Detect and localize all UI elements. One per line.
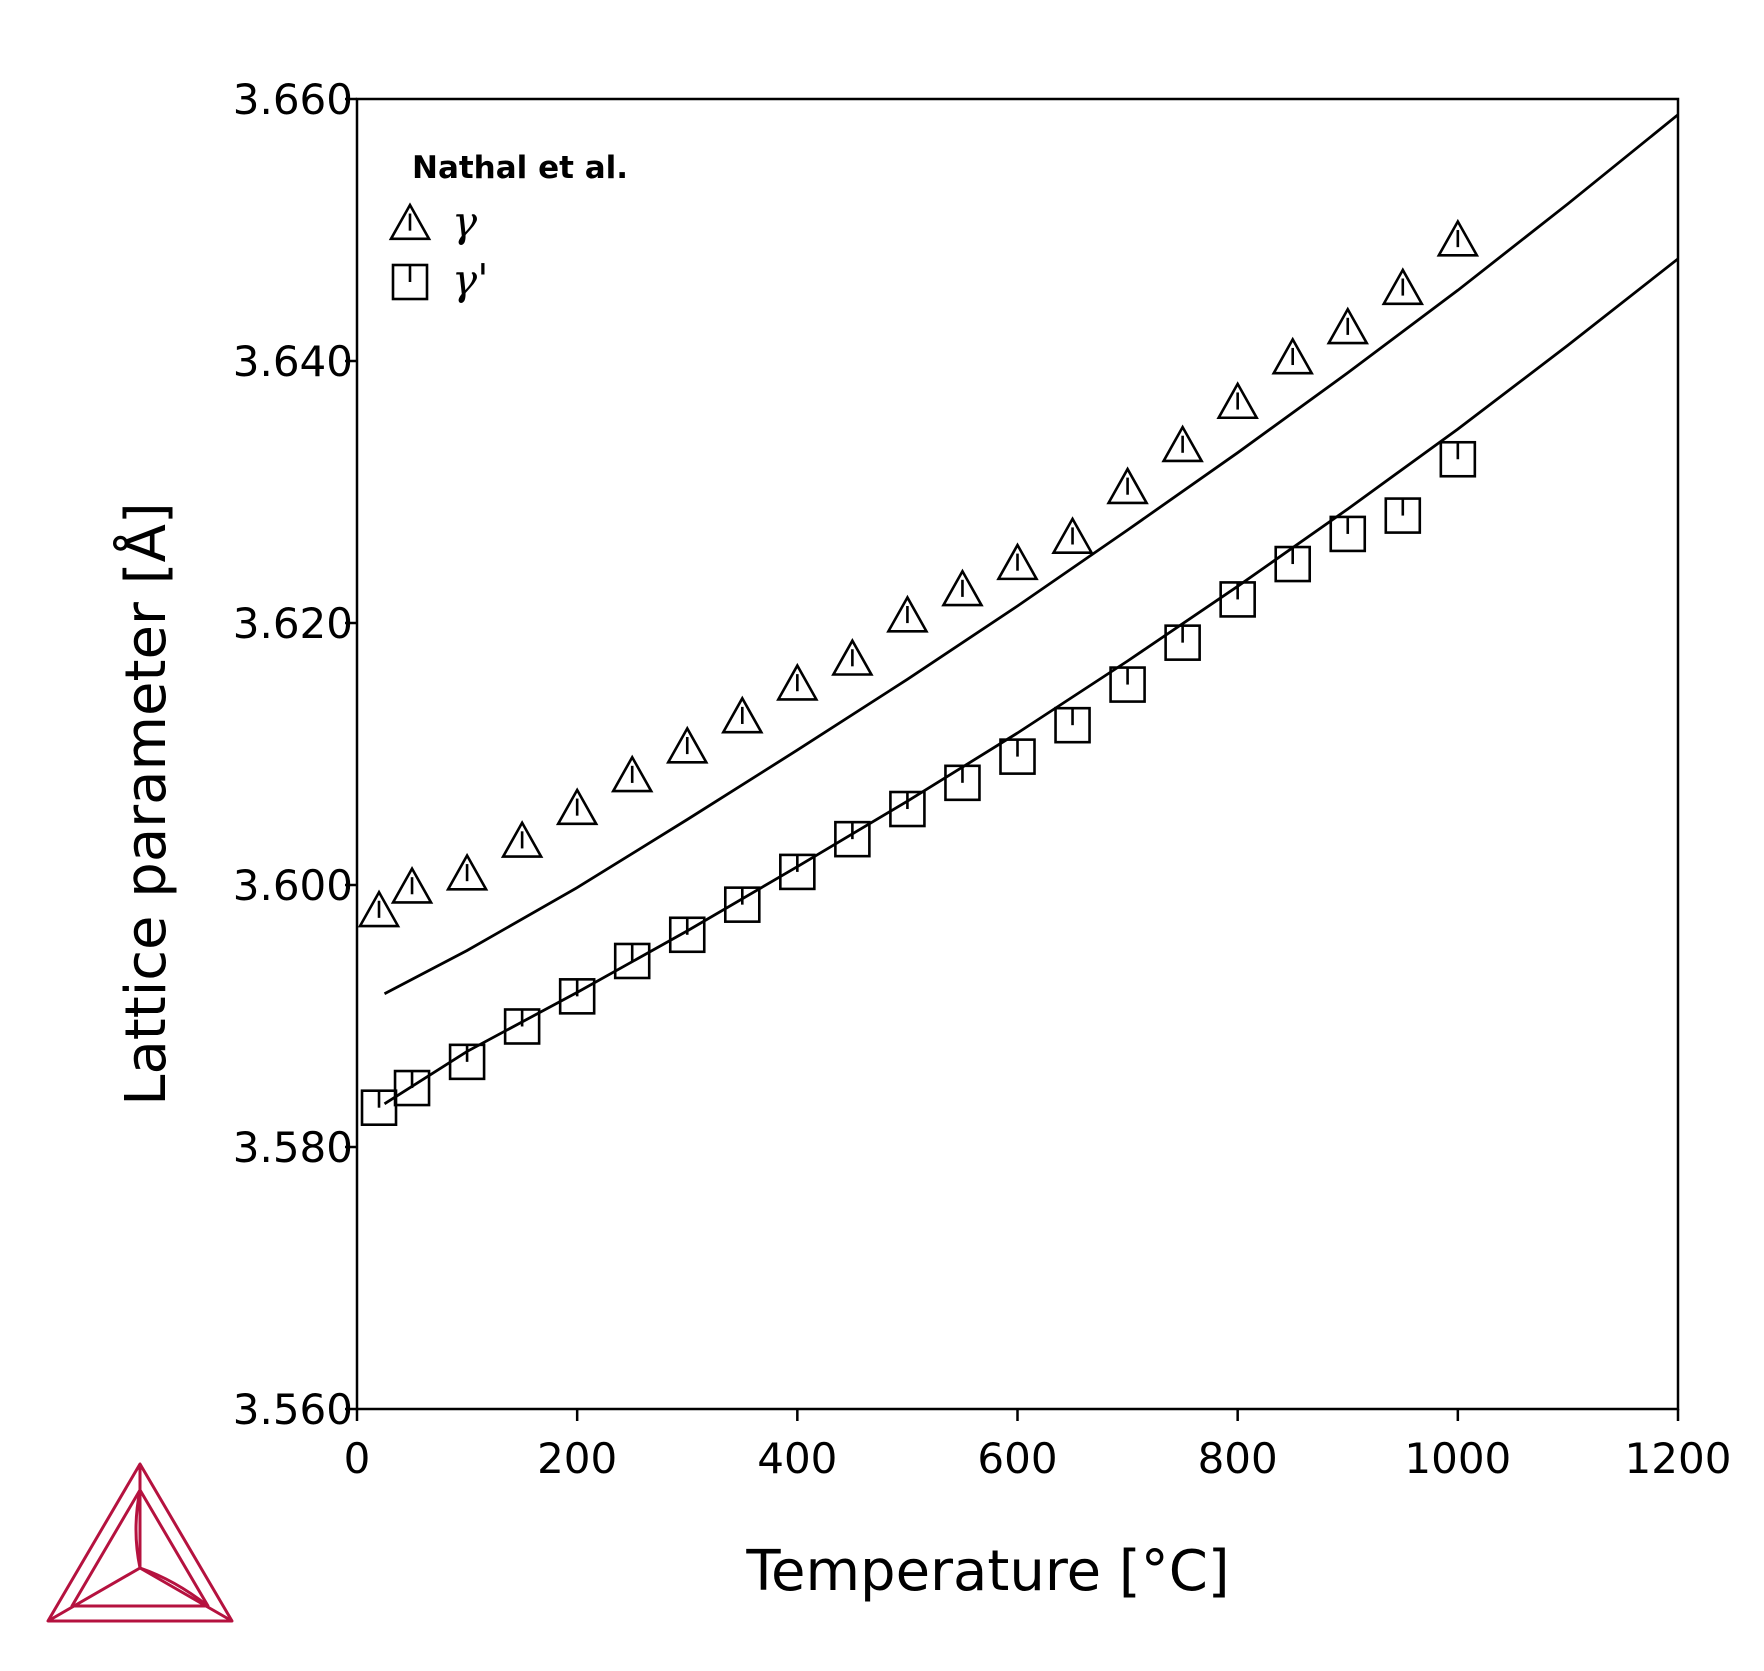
gamma-prime-point <box>834 820 871 858</box>
gamma-prime-point <box>448 1043 486 1081</box>
gamma-point <box>390 865 434 904</box>
gamma-point <box>1326 306 1369 345</box>
gamma-prime-point <box>1219 581 1256 618</box>
gamma-point <box>776 662 819 701</box>
logo-spoke <box>47 1566 141 1623</box>
logo-curve <box>134 1489 209 1608</box>
y-tick-label: 3.620 <box>233 599 353 648</box>
gamma-point <box>886 594 929 633</box>
calculated-curve-1 <box>383 113 1679 995</box>
x-tick-label: 0 <box>344 1434 371 1483</box>
gamma-prime-point <box>999 738 1036 775</box>
gamma-point <box>1436 218 1480 257</box>
x-tick-label: 1000 <box>1404 1434 1511 1483</box>
legend-label-gamma-prime: γ' <box>452 255 489 304</box>
calculated-curves <box>383 113 1679 1105</box>
x-tick-label: 600 <box>977 1434 1057 1483</box>
gamma-point <box>357 889 401 928</box>
x-axis: 0 200 400 600 800 1000 1200 <box>344 1409 1732 1483</box>
gamma-prime-point <box>1439 440 1477 478</box>
y-tick-label: 3.660 <box>233 75 353 124</box>
gamma-prime-point <box>1164 624 1201 661</box>
calculated-curve-2 <box>383 257 1679 1105</box>
legend-square-marker <box>391 263 429 301</box>
gamma-prime-point <box>360 1089 398 1126</box>
gamma-point <box>831 638 874 676</box>
y-tick-label: 3.600 <box>233 861 353 910</box>
gamma-point <box>610 754 654 793</box>
gamma-point <box>666 725 709 764</box>
gamma-point <box>555 787 599 826</box>
gamma-prime-point <box>723 886 761 923</box>
x-tick-label: 200 <box>537 1434 617 1483</box>
gamma-prime-point <box>944 764 981 802</box>
gamma-point <box>445 852 489 891</box>
gamma-point <box>721 695 764 734</box>
gamma-point <box>996 542 1039 581</box>
gamma-prime-point <box>1109 666 1146 703</box>
logo-inner-triangle <box>70 1488 210 1608</box>
legend: Nathal et al. γ γ' <box>388 150 628 304</box>
gamma-point <box>1381 267 1425 306</box>
gamma-prime-point <box>393 1069 431 1107</box>
thermo-calc-logo <box>46 1462 234 1623</box>
y-axis: 3.560 3.580 3.600 3.620 3.640 3.660 <box>233 75 357 1434</box>
legend-triangle-marker <box>388 202 432 241</box>
gamma-prime-point <box>558 978 596 1015</box>
logo-outer-triangle <box>46 1462 234 1623</box>
gamma-prime-point <box>1054 706 1091 744</box>
gamma-point <box>1216 381 1259 420</box>
legend-label-gamma: γ <box>452 197 478 246</box>
legend-title: Nathal et al. <box>412 150 628 186</box>
gamma-point <box>500 820 544 858</box>
gamma-prime-point <box>1274 545 1312 583</box>
gamma-prime-point <box>503 1008 541 1045</box>
x-axis-title: Temperature [°C] <box>745 1539 1229 1604</box>
data-markers <box>357 218 1480 1126</box>
gamma-prime-point <box>613 942 651 980</box>
gamma-prime-point <box>779 853 816 891</box>
y-tick-label: 3.640 <box>233 337 353 386</box>
gamma-prime-point <box>1329 515 1367 553</box>
y-axis-title: Lattice parameter [Å] <box>113 502 179 1105</box>
logo-spoke <box>139 1566 233 1623</box>
gamma-point <box>1161 424 1204 463</box>
y-tick-label: 3.560 <box>233 1385 353 1434</box>
x-tick-label: 400 <box>757 1434 837 1483</box>
y-tick-label: 3.580 <box>233 1123 353 1172</box>
legend-triangle-symbol <box>388 202 432 241</box>
gamma-point <box>941 568 984 607</box>
gamma-point <box>1106 466 1149 505</box>
gamma-point <box>1051 516 1094 554</box>
gamma-prime-point <box>668 916 706 954</box>
x-tick-label: 800 <box>1198 1434 1278 1483</box>
gamma-prime-point <box>889 790 926 828</box>
gamma-point <box>1271 336 1314 375</box>
legend-square-symbol <box>391 263 429 301</box>
gamma-prime-point <box>1384 497 1422 534</box>
x-tick-label: 1200 <box>1625 1434 1732 1483</box>
